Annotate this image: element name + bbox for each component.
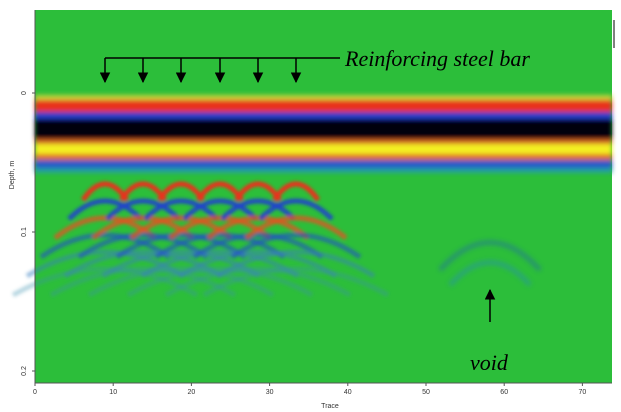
reflection	[192, 232, 324, 260]
x-tick-label: 60	[500, 389, 508, 396]
scan-image	[11, 10, 612, 383]
tick-labels: 0 10 20 30 40 50 60 70 0 0.1 0.2	[21, 91, 586, 396]
reflection	[216, 249, 376, 279]
reflection	[143, 198, 219, 221]
x-tick-label: 50	[422, 389, 430, 396]
x-tick-label: 40	[344, 389, 352, 396]
reflection	[67, 198, 143, 221]
reflection	[230, 232, 362, 260]
reflection	[220, 198, 296, 221]
steel-bar-arrows	[99, 57, 340, 84]
y-tick-label: 0.1	[21, 227, 28, 237]
void-label: void	[470, 350, 509, 375]
reflection	[182, 198, 258, 221]
reflection	[105, 198, 181, 221]
reflection	[126, 266, 314, 298]
reflection	[271, 181, 321, 202]
y-tick-label: 0.2	[21, 366, 28, 376]
x-axis-label: Trace	[321, 403, 339, 410]
x-tick-label: 0	[33, 389, 37, 396]
reflection	[154, 232, 286, 260]
reflection	[49, 266, 237, 298]
y-axis-label: Depth, m	[9, 161, 16, 190]
reflection	[77, 232, 209, 260]
steel-bar-label: Reinforcing steel bar	[344, 46, 530, 71]
reflection	[140, 249, 300, 279]
reflection	[244, 215, 348, 240]
x-tick-label: 70	[579, 389, 587, 396]
reflection	[258, 198, 334, 221]
x-tick-label: 20	[188, 389, 196, 396]
reflection	[202, 266, 390, 298]
reflection	[87, 266, 275, 298]
reflection	[206, 215, 310, 240]
x-tick-label: 30	[266, 389, 274, 396]
reflection	[39, 232, 171, 260]
reflection	[178, 249, 338, 279]
reflection	[115, 232, 247, 260]
reflection	[164, 266, 352, 298]
y-tick-label: 0	[21, 91, 28, 95]
x-tick-label: 10	[109, 389, 117, 396]
